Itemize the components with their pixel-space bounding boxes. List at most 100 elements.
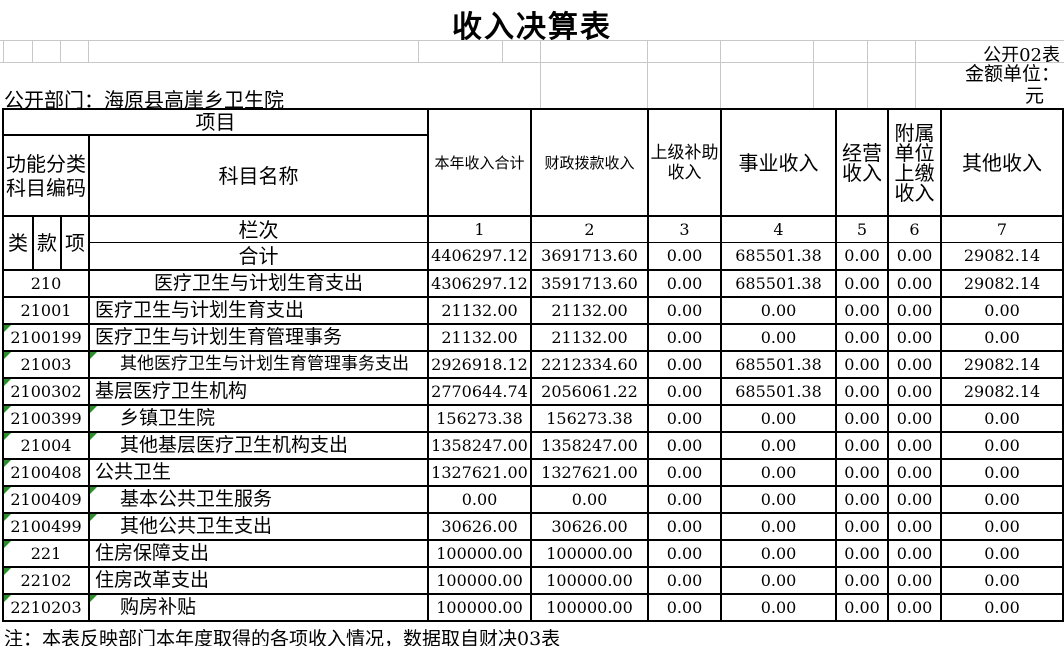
function-code-header-cell: 功能分类科目编码 bbox=[2, 134, 90, 217]
gridline-vertical bbox=[60, 40, 61, 62]
total-label-cell: 合计 bbox=[88, 242, 429, 271]
income-table: 项目 本年收入合计 财政拨款收入 上级补助收入 事业收入 经营收入 附属单位上缴… bbox=[2, 108, 1064, 622]
value-cell: 0.00 bbox=[887, 242, 942, 271]
value-cell: 0.00 bbox=[720, 404, 837, 433]
gridline-horizontal bbox=[0, 62, 1064, 63]
column-number-cell: 3 bbox=[647, 215, 722, 243]
green-flag-icon bbox=[5, 353, 11, 359]
value-cell: 0.00 bbox=[940, 431, 1064, 460]
value-cell: 100000.00 bbox=[530, 593, 649, 622]
value-cell: 685501.38 bbox=[720, 242, 837, 271]
value-cell: 0.00 bbox=[835, 404, 889, 433]
gridline-vertical bbox=[915, 40, 916, 108]
lanci-header-cell: 栏次 bbox=[88, 215, 429, 243]
value-cell: 0.00 bbox=[647, 404, 722, 433]
subject-name-cell: 住房保障支出 bbox=[88, 539, 429, 568]
value-cell: 0.00 bbox=[835, 269, 889, 298]
value-cell: 0.00 bbox=[835, 323, 889, 352]
value-cell: 0.00 bbox=[940, 296, 1064, 325]
green-flag-icon bbox=[5, 380, 11, 386]
value-cell: 0.00 bbox=[835, 485, 889, 514]
green-flag-icon bbox=[91, 515, 97, 521]
green-flag-icon bbox=[5, 569, 11, 575]
value-cell: 2770644.74 bbox=[427, 377, 532, 406]
value-cell: 0.00 bbox=[647, 296, 722, 325]
green-flag-icon bbox=[91, 353, 97, 359]
subject-name-cell: 乡镇卫生院 bbox=[88, 404, 429, 433]
kuan-header-cell: 款 bbox=[32, 215, 62, 271]
gridline-horizontal bbox=[0, 40, 1064, 41]
value-cell: 0.00 bbox=[940, 404, 1064, 433]
code-cell: 22102 bbox=[2, 566, 90, 595]
subject-name-cell: 其他医疗卫生与计划生育管理事务支出 bbox=[88, 350, 429, 379]
value-cell: 0.00 bbox=[940, 566, 1064, 595]
column-header-operational-income: 事业收入 bbox=[720, 108, 837, 217]
green-flag-icon bbox=[5, 488, 11, 494]
subject-name-cell: 购房补贴 bbox=[88, 593, 429, 622]
value-cell: 0.00 bbox=[427, 485, 532, 514]
footnote: 注：本表反映部门本年度取得的各项收入情况，数据取自财决03表 bbox=[4, 628, 561, 646]
unit-label-line2: 元 bbox=[1024, 85, 1044, 107]
value-cell: 0.00 bbox=[887, 566, 942, 595]
value-cell: 0.00 bbox=[835, 377, 889, 406]
code-cell: 2100499 bbox=[2, 512, 90, 541]
value-cell: 21132.00 bbox=[427, 296, 532, 325]
value-cell: 0.00 bbox=[887, 269, 942, 298]
column-number-cell: 2 bbox=[530, 215, 649, 243]
table-row: 2100409 基本公共卫生服务 0.00 0.00 0.00 0.00 0.0… bbox=[2, 485, 1064, 514]
value-cell: 0.00 bbox=[647, 350, 722, 379]
gridline-vertical bbox=[502, 40, 503, 62]
code-cell: 2100408 bbox=[2, 458, 90, 487]
table-row: 2100499 其他公共卫生支出 30626.00 30626.00 0.00 … bbox=[2, 512, 1064, 541]
value-cell: 0.00 bbox=[887, 350, 942, 379]
value-cell: 0.00 bbox=[835, 539, 889, 568]
page-title: 收入决算表 bbox=[452, 10, 612, 45]
unit-label-line1: 金额单位： bbox=[964, 63, 1060, 85]
code-cell: 21003 bbox=[2, 350, 90, 379]
subject-name-cell: 基本公共卫生服务 bbox=[88, 485, 429, 514]
green-flag-icon bbox=[91, 488, 97, 494]
value-cell: 100000.00 bbox=[530, 539, 649, 568]
green-flag-icon bbox=[5, 515, 11, 521]
value-cell: 0.00 bbox=[887, 593, 942, 622]
value-cell: 0.00 bbox=[887, 323, 942, 352]
value-cell: 0.00 bbox=[720, 485, 837, 514]
green-flag-icon bbox=[5, 596, 11, 602]
value-cell: 0.00 bbox=[835, 593, 889, 622]
green-flag-icon bbox=[5, 407, 11, 413]
green-flag-icon bbox=[91, 434, 97, 440]
value-cell: 0.00 bbox=[940, 539, 1064, 568]
value-cell: 0.00 bbox=[940, 593, 1064, 622]
subject-name-cell: 其他公共卫生支出 bbox=[88, 512, 429, 541]
value-cell: 30626.00 bbox=[427, 512, 532, 541]
gridline-vertical bbox=[720, 40, 721, 108]
value-cell: 0.00 bbox=[835, 242, 889, 271]
table-row: 21001 医疗卫生与计划生育支出 21132.00 21132.00 0.00… bbox=[2, 296, 1064, 325]
value-cell: 0.00 bbox=[940, 485, 1064, 514]
value-cell: 0.00 bbox=[720, 431, 837, 460]
value-cell: 0.00 bbox=[720, 458, 837, 487]
value-cell: 0.00 bbox=[647, 566, 722, 595]
value-cell: 0.00 bbox=[940, 512, 1064, 541]
project-header-cell: 项目 bbox=[2, 108, 429, 136]
table-row: 22102 住房改革支出 100000.00 100000.00 0.00 0.… bbox=[2, 566, 1064, 595]
value-cell: 0.00 bbox=[647, 377, 722, 406]
value-cell: 0.00 bbox=[647, 539, 722, 568]
income-table-wrapper: 项目 本年收入合计 财政拨款收入 上级补助收入 事业收入 经营收入 附属单位上缴… bbox=[2, 108, 1064, 622]
value-cell: 1358247.00 bbox=[530, 431, 649, 460]
column-header-affiliated-remit: 附属单位上缴收入 bbox=[887, 108, 942, 217]
value-cell: 0.00 bbox=[887, 539, 942, 568]
value-cell: 1327621.00 bbox=[530, 458, 649, 487]
gridline-vertical bbox=[867, 40, 868, 108]
value-cell: 0.00 bbox=[720, 323, 837, 352]
table-row: 210 医疗卫生与计划生育支出 4306297.12 3591713.60 0.… bbox=[2, 269, 1064, 298]
class-header-cell: 类 bbox=[2, 215, 34, 271]
unit-label: 金额单位： 元 bbox=[965, 63, 1060, 107]
value-cell: 21132.00 bbox=[530, 323, 649, 352]
value-cell: 0.00 bbox=[835, 350, 889, 379]
subject-name-cell: 住房改革支出 bbox=[88, 566, 429, 595]
value-cell: 0.00 bbox=[720, 566, 837, 595]
green-flag-icon bbox=[5, 326, 11, 332]
value-cell: 0.00 bbox=[887, 512, 942, 541]
